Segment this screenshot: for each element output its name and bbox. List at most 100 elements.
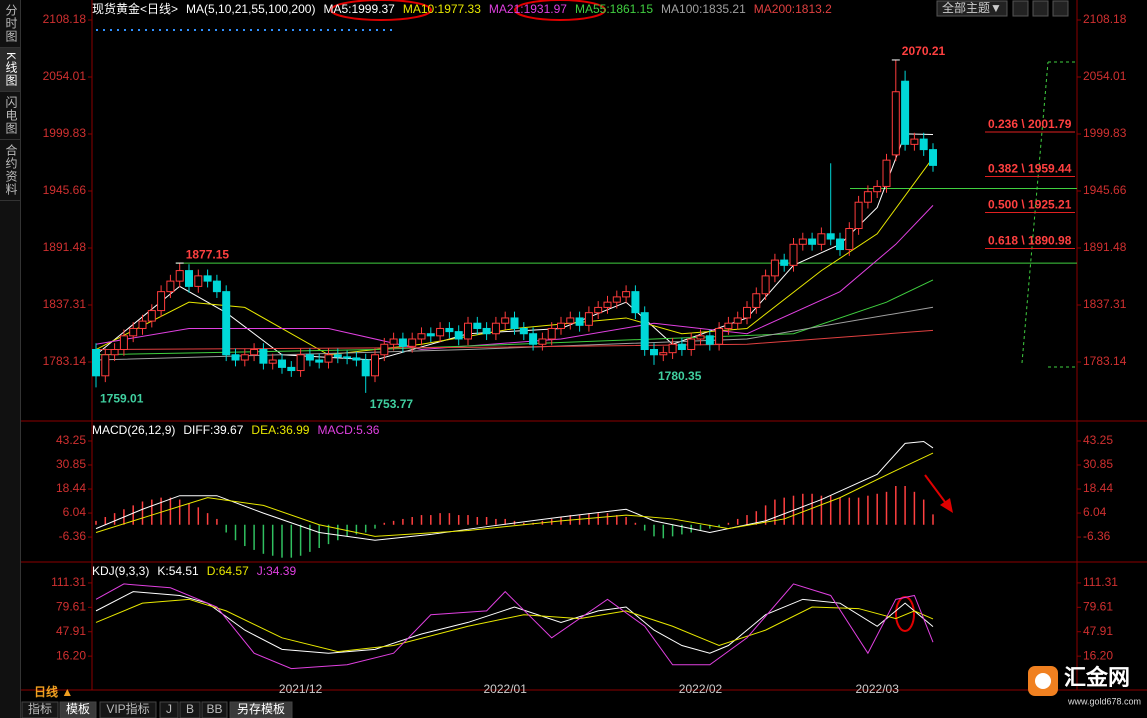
candle-body xyxy=(919,138,928,151)
candle-body xyxy=(352,357,361,361)
annotation: 2070.21 xyxy=(902,44,946,58)
y-tick-label: 30.85 xyxy=(1083,457,1113,471)
candle-body xyxy=(92,349,100,377)
candle-body xyxy=(259,349,268,364)
candle-body xyxy=(175,270,184,282)
theme-button-label: 全部主题▼ xyxy=(942,0,1002,15)
candle-body xyxy=(185,270,193,287)
candle-body xyxy=(882,159,891,187)
y-tick-label: 1945.66 xyxy=(1083,183,1127,197)
x-tick-label: 2022/02 xyxy=(679,682,723,696)
candle-body xyxy=(584,312,593,326)
period-label[interactable]: 日线 ▲ xyxy=(34,684,73,699)
candle-body xyxy=(361,359,370,377)
y-tick-label: 1945.66 xyxy=(43,183,87,197)
footer-tab[interactable] xyxy=(59,701,97,718)
annotation: 1877.15 xyxy=(186,247,230,261)
indicator-line xyxy=(95,329,934,351)
candle-body xyxy=(538,338,547,345)
candle-body xyxy=(612,296,621,303)
footer-tab[interactable] xyxy=(229,701,293,718)
panel-title: MACD(26,12,9) xyxy=(92,423,175,437)
candle-body xyxy=(566,317,575,324)
candle-body xyxy=(873,185,882,193)
legend-entry: MA21:1931.97 xyxy=(489,2,567,16)
candle-body xyxy=(724,322,733,329)
candle-body xyxy=(659,352,668,356)
y-tick-label: 6.04 xyxy=(63,505,87,519)
sidebar-tab[interactable]: 闪电图 xyxy=(0,92,20,141)
footer-tab-label: 模板 xyxy=(66,702,90,716)
sidebar-tab[interactable]: K线图 xyxy=(0,48,20,93)
footer-tab[interactable] xyxy=(21,701,59,718)
y-tick-label: 79.61 xyxy=(56,599,86,613)
panel-title: 现货黄金<日线> xyxy=(92,1,178,16)
candle-body xyxy=(231,354,240,361)
y-tick-label: 30.85 xyxy=(56,457,86,471)
footer-tab[interactable] xyxy=(99,701,157,718)
footer-tab-label: 另存模板 xyxy=(237,702,285,716)
footer-tab[interactable] xyxy=(201,701,228,718)
candle-body xyxy=(798,238,807,245)
y-tick-label: 1891.48 xyxy=(1083,240,1127,254)
footer-tab[interactable] xyxy=(179,701,201,718)
footer-tab[interactable] xyxy=(159,701,179,718)
candle-body xyxy=(575,317,584,326)
candle-body xyxy=(789,243,798,266)
candle-body xyxy=(110,349,119,356)
y-tick-label: 111.31 xyxy=(51,575,86,589)
candle-body xyxy=(426,333,435,337)
legend-entry: MA100:1835.21 xyxy=(661,2,746,16)
indicator-line xyxy=(95,205,934,351)
candle-body xyxy=(687,338,696,351)
arrow xyxy=(924,474,949,507)
legend-entry: MA200:1813.2 xyxy=(754,2,832,16)
candle-body xyxy=(845,228,854,251)
candle-body xyxy=(910,138,919,145)
fib-label: 0.500 \ 1925.21 xyxy=(988,198,1072,212)
tool-button[interactable] xyxy=(1012,0,1029,17)
candle-body xyxy=(854,201,863,230)
candle-body xyxy=(473,322,482,329)
candle-body xyxy=(826,233,835,240)
footer-tab-label: BB xyxy=(206,702,222,716)
sidebar-tab[interactable]: 分时图 xyxy=(0,0,20,48)
y-tick-label: 1999.83 xyxy=(1083,126,1127,140)
candle-body xyxy=(250,349,259,356)
candle-body xyxy=(408,338,417,347)
legend-entry: MA10:1977.33 xyxy=(403,2,481,16)
tool-button[interactable] xyxy=(1052,0,1069,17)
sidebar: 分时图 K线图 闪电图 合约资料 xyxy=(0,0,21,718)
candle-body xyxy=(324,354,333,363)
candle-body xyxy=(510,317,519,329)
y-tick-label: 43.25 xyxy=(56,433,86,447)
sidebar-tab[interactable]: 合约资料 xyxy=(0,140,20,202)
legend-entry: J:34.39 xyxy=(257,564,297,578)
candle-body xyxy=(901,80,910,145)
y-tick-label: 43.25 xyxy=(1083,433,1113,447)
y-tick-label: 2108.18 xyxy=(1083,12,1127,26)
candle-body xyxy=(305,354,314,361)
indicator-line xyxy=(95,583,934,670)
candle-body xyxy=(836,238,844,251)
indicator-line xyxy=(95,440,934,541)
y-tick-label: -6.36 xyxy=(1083,529,1111,543)
tool-button[interactable] xyxy=(1032,0,1049,17)
logo-icon xyxy=(1035,673,1051,689)
candle-body xyxy=(268,359,277,364)
theme-button[interactable] xyxy=(936,0,1008,17)
candle-body xyxy=(594,306,603,314)
x-tick-label: 2022/03 xyxy=(856,682,900,696)
y-tick-label: -6.36 xyxy=(59,529,87,543)
y-tick-label: 2054.01 xyxy=(43,69,87,83)
y-tick-label: 1783.14 xyxy=(43,354,87,368)
y-tick-label: 2054.01 xyxy=(1083,69,1127,83)
candle-body xyxy=(119,335,128,351)
candle-body xyxy=(240,354,249,361)
y-tick-label: 1999.83 xyxy=(43,126,87,140)
candle-body xyxy=(491,322,500,335)
candle-body xyxy=(222,291,231,356)
candle-body xyxy=(817,233,826,245)
